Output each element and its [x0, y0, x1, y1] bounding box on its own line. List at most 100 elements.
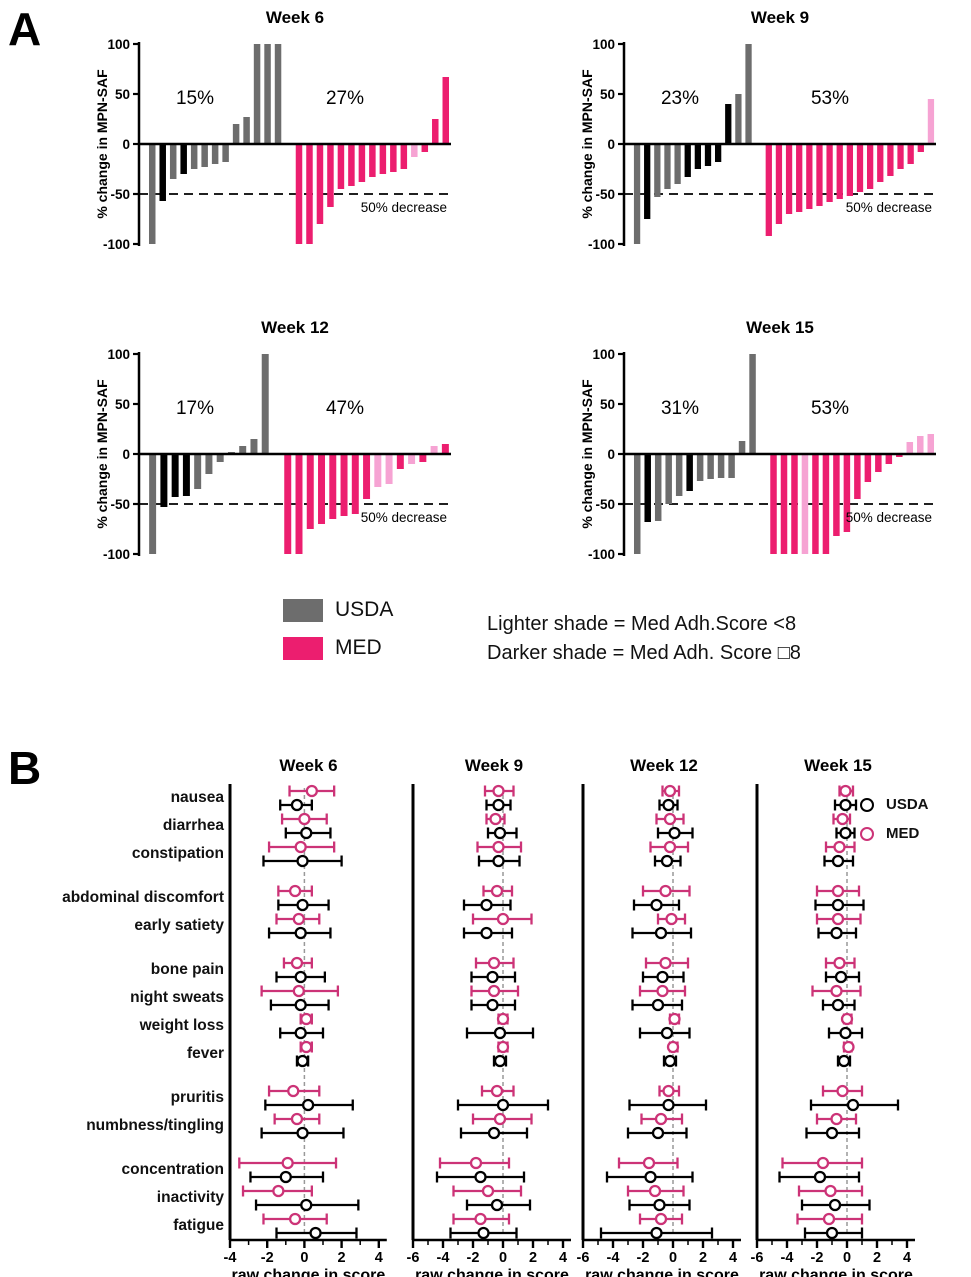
- waterfall-bar: [284, 454, 292, 554]
- waterfall-bar: [274, 44, 282, 144]
- chart-title-week12: Week 12: [261, 318, 329, 337]
- y-axis-label: % change in MPN-SAF: [579, 69, 595, 219]
- waterfall-bar: [148, 144, 156, 244]
- error-bar-usda: [631, 998, 684, 1012]
- waterfall-bar: [812, 454, 819, 554]
- error-bar-med: [842, 1040, 855, 1054]
- waterfall-cell-week6: Week 6 100 50 0 -50 -100 % change in MPN-SAF 5…: [0, 6, 485, 272]
- x-tick-label: -4: [607, 1250, 620, 1266]
- waterfall-bar: [633, 454, 641, 554]
- waterfall-bar: [250, 439, 258, 454]
- y-tick-label: -50: [110, 187, 130, 202]
- panel-a-legend: USDA MED: [283, 598, 393, 674]
- waterfall-bar: [896, 454, 903, 457]
- waterfall-bar: [738, 441, 746, 454]
- chart-title-week15: Week 15: [746, 318, 814, 337]
- y-tick-label: 0: [607, 447, 615, 462]
- error-bar-med: [471, 1112, 533, 1126]
- waterfall-bar: [875, 454, 882, 472]
- waterfall-bar: [327, 144, 334, 207]
- usda-percent-annotation: 31%: [661, 398, 699, 419]
- error-bar-med: [267, 840, 336, 854]
- error-bar-usda: [260, 1126, 345, 1140]
- waterfall-bar: [261, 354, 269, 454]
- threshold-label: 50% decrease: [846, 200, 932, 215]
- error-bar-med: [299, 1040, 313, 1054]
- waterfall-bar: [337, 144, 345, 189]
- x-tick-label: 0: [843, 1250, 851, 1266]
- error-bar-usda: [628, 1198, 691, 1212]
- error-bar-usda: [599, 1226, 714, 1240]
- error-bar-usda: [492, 1054, 508, 1068]
- waterfall-bar: [704, 144, 712, 166]
- waterfall-bar: [846, 144, 854, 196]
- legend-item-usda: USDA: [283, 598, 393, 622]
- forest-title-week12: Week 12: [630, 756, 698, 775]
- error-bar-med: [262, 1212, 328, 1226]
- waterfall-bar: [707, 454, 714, 479]
- waterfall-bar: [239, 446, 247, 454]
- waterfall-bar: [866, 144, 874, 189]
- error-bar-med: [649, 840, 690, 854]
- error-bar-med: [275, 912, 321, 926]
- waterfall-bar: [816, 144, 823, 206]
- error-bar-med: [452, 1184, 523, 1198]
- error-bar-med: [438, 1156, 511, 1170]
- usda-percent-annotation: 15%: [176, 88, 214, 109]
- waterfall-bar: [927, 99, 935, 144]
- x-tick-label: 2: [699, 1250, 707, 1266]
- waterfall-cell-week9: Week 9 100 50 0 -50 -100 % change in MPN-SAF 5…: [485, 6, 970, 272]
- y-tick-label: 100: [107, 347, 130, 362]
- waterfall-bar: [379, 144, 387, 174]
- y-tick-label: 100: [592, 347, 615, 362]
- error-bar-usda: [465, 1198, 532, 1212]
- waterfall-bar: [854, 454, 861, 499]
- waterfall-bar: [441, 444, 449, 454]
- error-bar-usda: [449, 1226, 518, 1240]
- waterfall-bar: [295, 144, 303, 244]
- darker-shade-note: Darker shade = Med Adh. Score □8: [487, 642, 801, 664]
- waterfall-bar: [430, 446, 438, 454]
- panel-a-charts: Week 6 100 50 0 -50 -100 % change in MPN-SAF 5…: [0, 6, 971, 582]
- waterfall-bar: [725, 104, 732, 144]
- error-bar-med: [640, 1112, 684, 1126]
- error-bar-med: [655, 812, 685, 826]
- error-bar-usda: [658, 798, 679, 812]
- error-bar-usda: [833, 798, 858, 812]
- error-bar-usda: [778, 1170, 861, 1184]
- error-bar-med: [288, 784, 336, 798]
- waterfall-bar: [253, 44, 261, 144]
- error-bar-med: [638, 1212, 684, 1226]
- error-bar-usda: [470, 998, 517, 1012]
- med-percent-annotation: 47%: [326, 398, 364, 419]
- error-bar-usda: [814, 898, 865, 912]
- waterfall-bar: [686, 454, 693, 491]
- error-bar-usda: [626, 1126, 688, 1140]
- waterfall-bar: [836, 144, 843, 199]
- symptom-label: fever: [186, 1045, 224, 1062]
- x-tick-label: -2: [637, 1250, 650, 1266]
- symptom-label: concentration: [121, 1161, 224, 1178]
- error-bar-usda: [836, 1054, 852, 1068]
- waterfall-bar: [654, 454, 662, 521]
- error-bar-med: [797, 1184, 864, 1198]
- x-tick-label: -6: [407, 1250, 420, 1266]
- waterfall-bar: [644, 144, 651, 219]
- error-bar-usda: [805, 1126, 861, 1140]
- symptom-label: pruritis: [170, 1089, 224, 1106]
- y-tick-label: -100: [103, 547, 130, 562]
- y-tick-label: 50: [600, 397, 615, 412]
- error-bar-usda: [605, 1170, 694, 1184]
- waterfall-bar: [801, 454, 809, 554]
- waterfall-bar: [190, 144, 198, 169]
- waterfall-bar: [906, 442, 914, 454]
- waterfall-bar: [745, 44, 752, 144]
- waterfall-bar: [205, 454, 213, 474]
- error-bar-usda: [803, 1226, 864, 1240]
- error-bar-usda: [477, 854, 521, 868]
- symptom-label: inactivity: [156, 1189, 224, 1206]
- error-bar-usda: [264, 1098, 354, 1112]
- waterfall-bar: [877, 144, 884, 182]
